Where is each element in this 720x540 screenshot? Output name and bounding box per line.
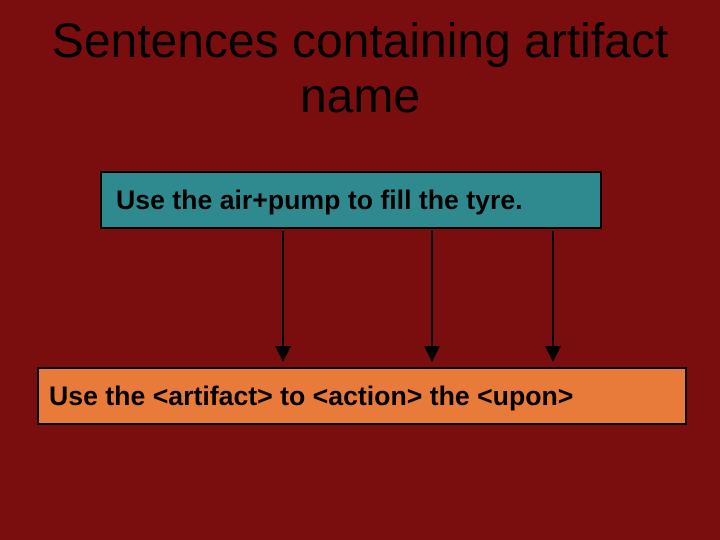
example-sentence-text: Use the air+pump to fill the tyre. [116, 185, 523, 216]
example-sentence-box: Use the air+pump to fill the tyre. [100, 171, 602, 229]
arrow-line-2 [552, 231, 554, 346]
template-sentence-box: Use the <artifact> to <action> the <upon… [37, 367, 687, 425]
arrow-head-0 [275, 346, 291, 362]
template-sentence-text: Use the <artifact> to <action> the <upon… [49, 381, 573, 412]
arrow-line-0 [282, 231, 284, 346]
arrow-head-2 [545, 346, 561, 362]
arrow-line-1 [431, 231, 433, 346]
arrow-head-1 [424, 346, 440, 362]
slide-title: Sentences containing artifact name [0, 14, 720, 124]
